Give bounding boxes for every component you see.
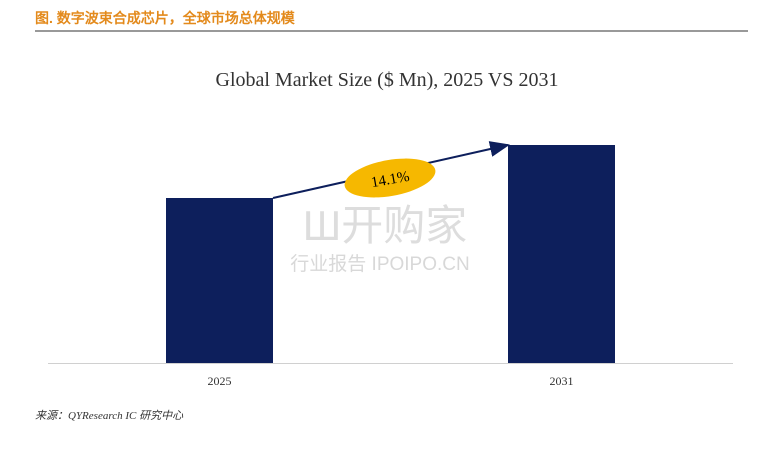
header: 图. 数字波束合成芯片，全球市场总体规模 [35,10,296,26]
x-tick-label: 2031 [550,374,574,388]
watermark: Ш开购家 [303,202,468,249]
watermark: 行业报告 IPOIPO.CN [290,253,469,275]
source: 来源：QYResearch IC 研究中心 [35,409,184,422]
annotation: 14.1% [370,169,411,191]
annotation-badge [344,158,436,198]
chart-title: Global Market Size ($ Mn), 2025 VS 2031 [216,69,559,91]
x-tick-label: 2025 [208,374,232,388]
bar [508,145,615,363]
bar [166,198,273,363]
